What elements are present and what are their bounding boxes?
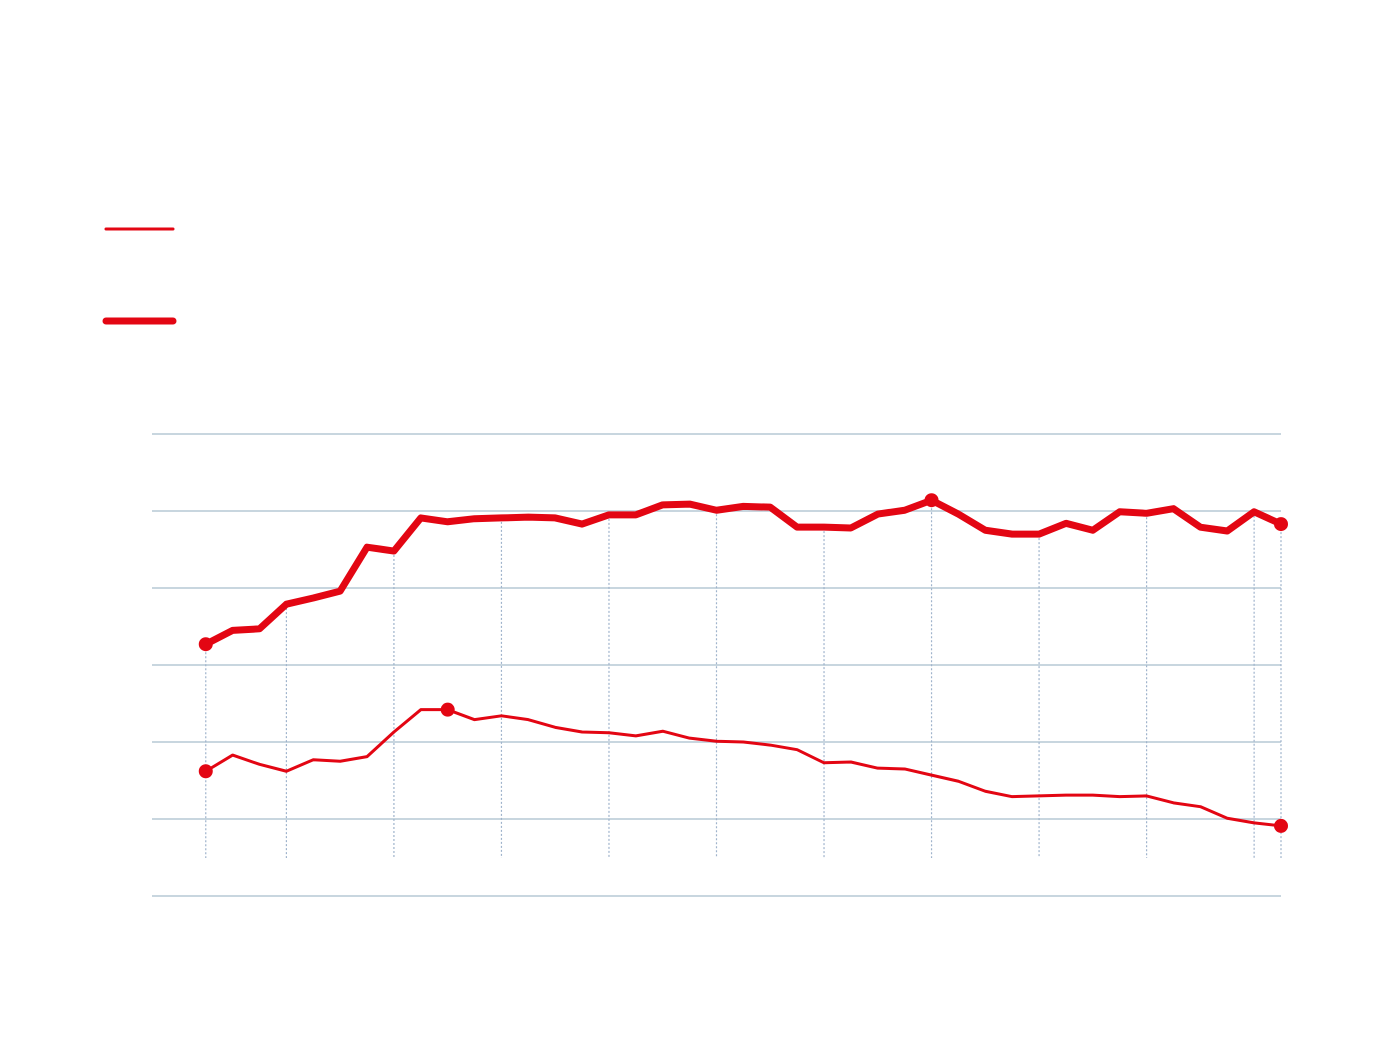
point-marker: [198, 637, 213, 652]
point-marker: [1274, 517, 1288, 532]
point-marker: [924, 493, 939, 508]
point-marker: [198, 764, 213, 779]
series-line: [204, 708, 1283, 828]
point-marker: [1274, 818, 1288, 833]
series-line: [202, 496, 1285, 648]
point-marker: [440, 702, 455, 717]
